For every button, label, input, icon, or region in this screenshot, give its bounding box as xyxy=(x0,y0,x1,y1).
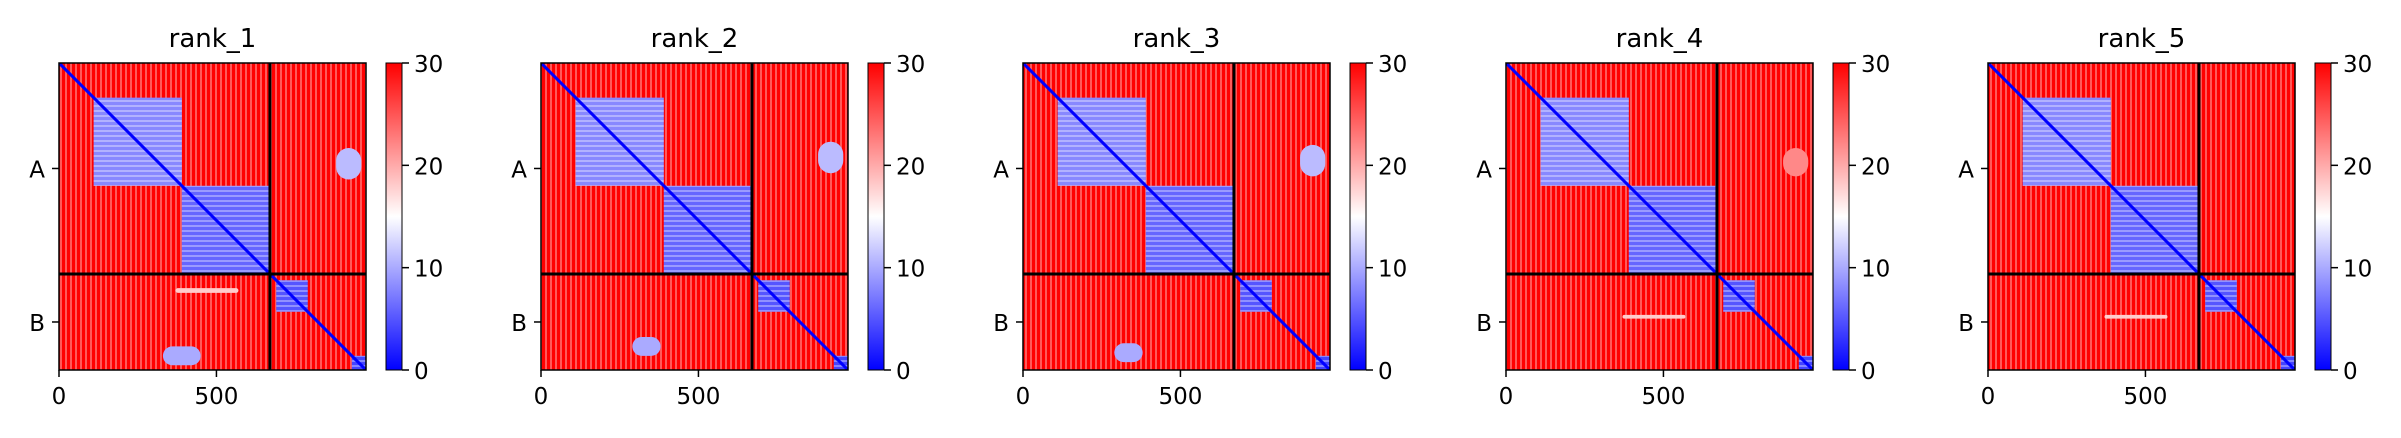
chain-label-b: B xyxy=(1958,311,1974,337)
x-tick-label: 0 xyxy=(52,384,67,410)
x-tick-label: 500 xyxy=(1158,384,1202,410)
panel-title: rank_2 xyxy=(651,24,739,54)
colorbar-tick-label: 30 xyxy=(1861,52,1890,78)
panel-rank-4: rank_4 A B 0 500 0 10 20 30 xyxy=(1476,24,1890,410)
colorbar-tick-label: 10 xyxy=(896,257,925,283)
panel-rank-5: rank_5 A B 0 500 0 10 20 30 xyxy=(1958,24,2372,410)
plot-frame xyxy=(1022,62,1331,371)
chain-label-a: A xyxy=(29,157,45,183)
plot-frame xyxy=(1505,62,1814,371)
contact-patch xyxy=(632,336,661,356)
panel-rank-3: rank_3 A B 0 500 0 10 20 30 xyxy=(993,24,1407,410)
colorbar-tick-label: 10 xyxy=(1378,257,1407,283)
colorbar-tick-label: 30 xyxy=(414,52,443,78)
x-tick-label: 500 xyxy=(1641,384,1685,410)
colorbar xyxy=(867,62,885,371)
contact-patch xyxy=(2104,314,2168,319)
heatmap xyxy=(1988,63,2295,370)
contact-patch xyxy=(1114,343,1143,363)
contact-patch xyxy=(175,288,239,293)
diagonal xyxy=(1023,63,1330,370)
diagonal xyxy=(1988,63,2295,370)
colorbar-tick-label: 20 xyxy=(2343,154,2372,180)
chain-label-a: A xyxy=(1476,157,1492,183)
x-tick-label: 500 xyxy=(194,384,238,410)
plot-frame xyxy=(1987,62,2296,371)
x-tick-label: 0 xyxy=(1499,384,1514,410)
colorbar-tick-label: 10 xyxy=(2343,257,2372,283)
colorbar xyxy=(2314,62,2332,371)
colorbar xyxy=(1832,62,1850,371)
heatmap xyxy=(1023,63,1330,370)
colorbar-tick-label: 10 xyxy=(414,257,443,283)
contact-patch xyxy=(336,148,362,180)
contact-patch xyxy=(1783,148,1809,177)
diagonal xyxy=(59,63,366,370)
colorbar-tick-label: 20 xyxy=(896,154,925,180)
colorbar-tick-label: 0 xyxy=(414,359,429,385)
panel-title: rank_1 xyxy=(169,24,257,54)
chain-label-a: A xyxy=(993,157,1009,183)
chain-label-b: B xyxy=(29,311,45,337)
panel-rank-2: rank_2 A B 0 500 0 10 20 30 xyxy=(511,24,925,410)
heatmap xyxy=(541,63,848,370)
chain-label-b: B xyxy=(511,311,527,337)
colorbar-tick-label: 20 xyxy=(414,154,443,180)
colorbar-tick-label: 10 xyxy=(1861,257,1890,283)
chain-label-b: B xyxy=(1476,311,1492,337)
panel-title: rank_4 xyxy=(1616,24,1704,54)
colorbar-tick-label: 30 xyxy=(1378,52,1407,78)
chain-label-b: B xyxy=(993,311,1009,337)
colorbar-tick-label: 30 xyxy=(2343,52,2372,78)
colorbar-tick-label: 20 xyxy=(1861,154,1890,180)
x-tick-label: 0 xyxy=(1981,384,1996,410)
colorbar-tick-label: 30 xyxy=(896,52,925,78)
colorbar-tick-label: 0 xyxy=(2343,359,2358,385)
contact-patch xyxy=(162,346,201,366)
heatmap xyxy=(1506,63,1813,370)
colorbar-tick-label: 0 xyxy=(896,359,911,385)
x-tick-label: 500 xyxy=(2123,384,2167,410)
x-tick-label: 500 xyxy=(676,384,720,410)
x-tick-label: 0 xyxy=(534,384,549,410)
panel-title: rank_3 xyxy=(1133,24,1221,54)
chain-label-a: A xyxy=(511,157,527,183)
diagonal xyxy=(541,63,848,370)
colorbar xyxy=(385,62,403,371)
colorbar-tick-label: 0 xyxy=(1861,359,1876,385)
panel-title: rank_5 xyxy=(2098,24,2186,54)
plot-frame xyxy=(540,62,849,371)
colorbar-tick-label: 0 xyxy=(1378,359,1393,385)
heatmap xyxy=(59,63,366,370)
plot-frame xyxy=(58,62,367,371)
x-tick-label: 0 xyxy=(1016,384,1031,410)
contact-patch xyxy=(1300,144,1326,177)
diagonal xyxy=(1506,63,1813,370)
contact-patch xyxy=(1622,314,1686,319)
colorbar-tick-label: 20 xyxy=(1378,154,1407,180)
chain-label-a: A xyxy=(1958,157,1974,183)
colorbar xyxy=(1349,62,1367,371)
contact-patch xyxy=(818,141,844,174)
panel-rank-1: rank_1 A B 0 500 0 10 20 30 xyxy=(29,24,443,410)
